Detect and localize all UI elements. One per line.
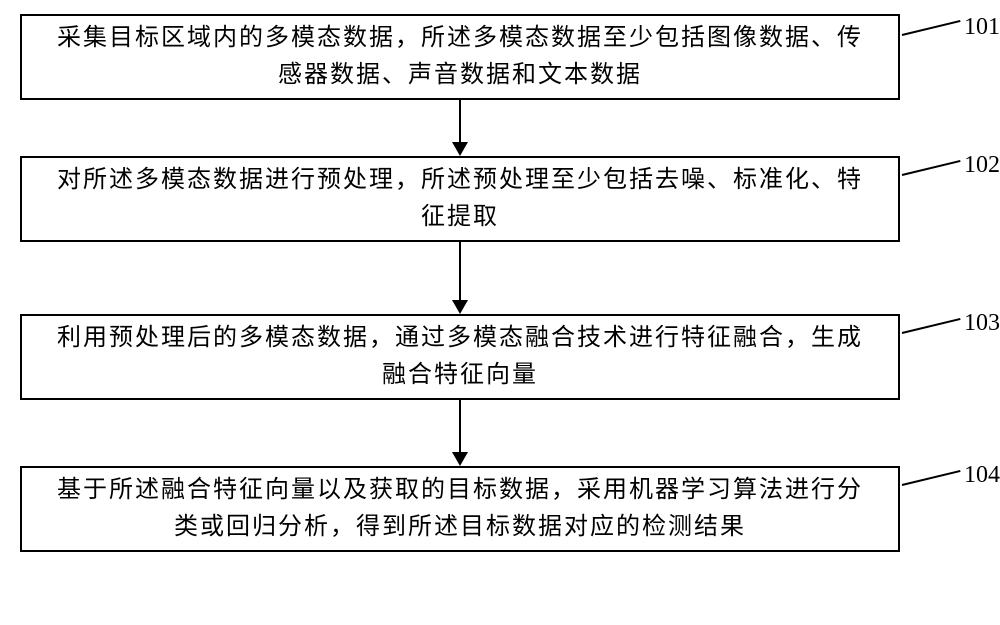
step-text: 利用预处理后的多模态数据，通过多模态融合技术进行特征融合，生成 融合特征向量 — [22, 320, 898, 394]
arrow-2-3 — [452, 242, 468, 314]
step-box-104: 基于所述融合特征向量以及获取的目标数据，采用机器学习算法进行分 类或回归分析，得… — [20, 466, 900, 552]
arrow-head-icon — [452, 142, 468, 156]
step-box-101: 采集目标区域内的多模态数据，所述多模态数据至少包括图像数据、传 感器数据、声音数… — [20, 14, 900, 100]
step-line1: 采集目标区域内的多模态数据，所述多模态数据至少包括图像数据、传 — [32, 20, 888, 57]
step-label-102: 102 — [964, 152, 1000, 179]
arrow-line — [459, 242, 461, 300]
leader-line-104 — [902, 470, 960, 486]
leader-line-103 — [902, 318, 960, 334]
step-line1: 基于所述融合特征向量以及获取的目标数据，采用机器学习算法进行分 — [32, 472, 888, 509]
step-line2: 征提取 — [32, 199, 888, 236]
step-label-101: 101 — [964, 14, 1000, 41]
step-line2: 融合特征向量 — [32, 357, 888, 394]
step-line2: 感器数据、声音数据和文本数据 — [32, 57, 888, 94]
arrow-3-4 — [452, 400, 468, 466]
step-box-102: 对所述多模态数据进行预处理，所述预处理至少包括去噪、标准化、特 征提取 — [20, 156, 900, 242]
leader-line-101 — [902, 20, 960, 36]
arrow-line — [459, 400, 461, 452]
step-box-103: 利用预处理后的多模态数据，通过多模态融合技术进行特征融合，生成 融合特征向量 — [20, 314, 900, 400]
step-line1: 利用预处理后的多模态数据，通过多模态融合技术进行特征融合，生成 — [32, 320, 888, 357]
arrow-head-icon — [452, 452, 468, 466]
step-text: 采集目标区域内的多模态数据，所述多模态数据至少包括图像数据、传 感器数据、声音数… — [22, 20, 898, 94]
step-line2: 类或回归分析，得到所述目标数据对应的检测结果 — [32, 509, 888, 546]
arrow-1-2 — [452, 100, 468, 156]
step-text: 对所述多模态数据进行预处理，所述预处理至少包括去噪、标准化、特 征提取 — [22, 162, 898, 236]
step-label-103: 103 — [964, 310, 1000, 337]
step-text: 基于所述融合特征向量以及获取的目标数据，采用机器学习算法进行分 类或回归分析，得… — [22, 472, 898, 546]
step-label-104: 104 — [964, 462, 1000, 489]
step-line1: 对所述多模态数据进行预处理，所述预处理至少包括去噪、标准化、特 — [32, 162, 888, 199]
arrow-line — [459, 100, 461, 142]
flowchart-container: 采集目标区域内的多模态数据，所述多模态数据至少包括图像数据、传 感器数据、声音数… — [20, 14, 980, 552]
arrow-head-icon — [452, 300, 468, 314]
leader-line-102 — [902, 160, 960, 176]
